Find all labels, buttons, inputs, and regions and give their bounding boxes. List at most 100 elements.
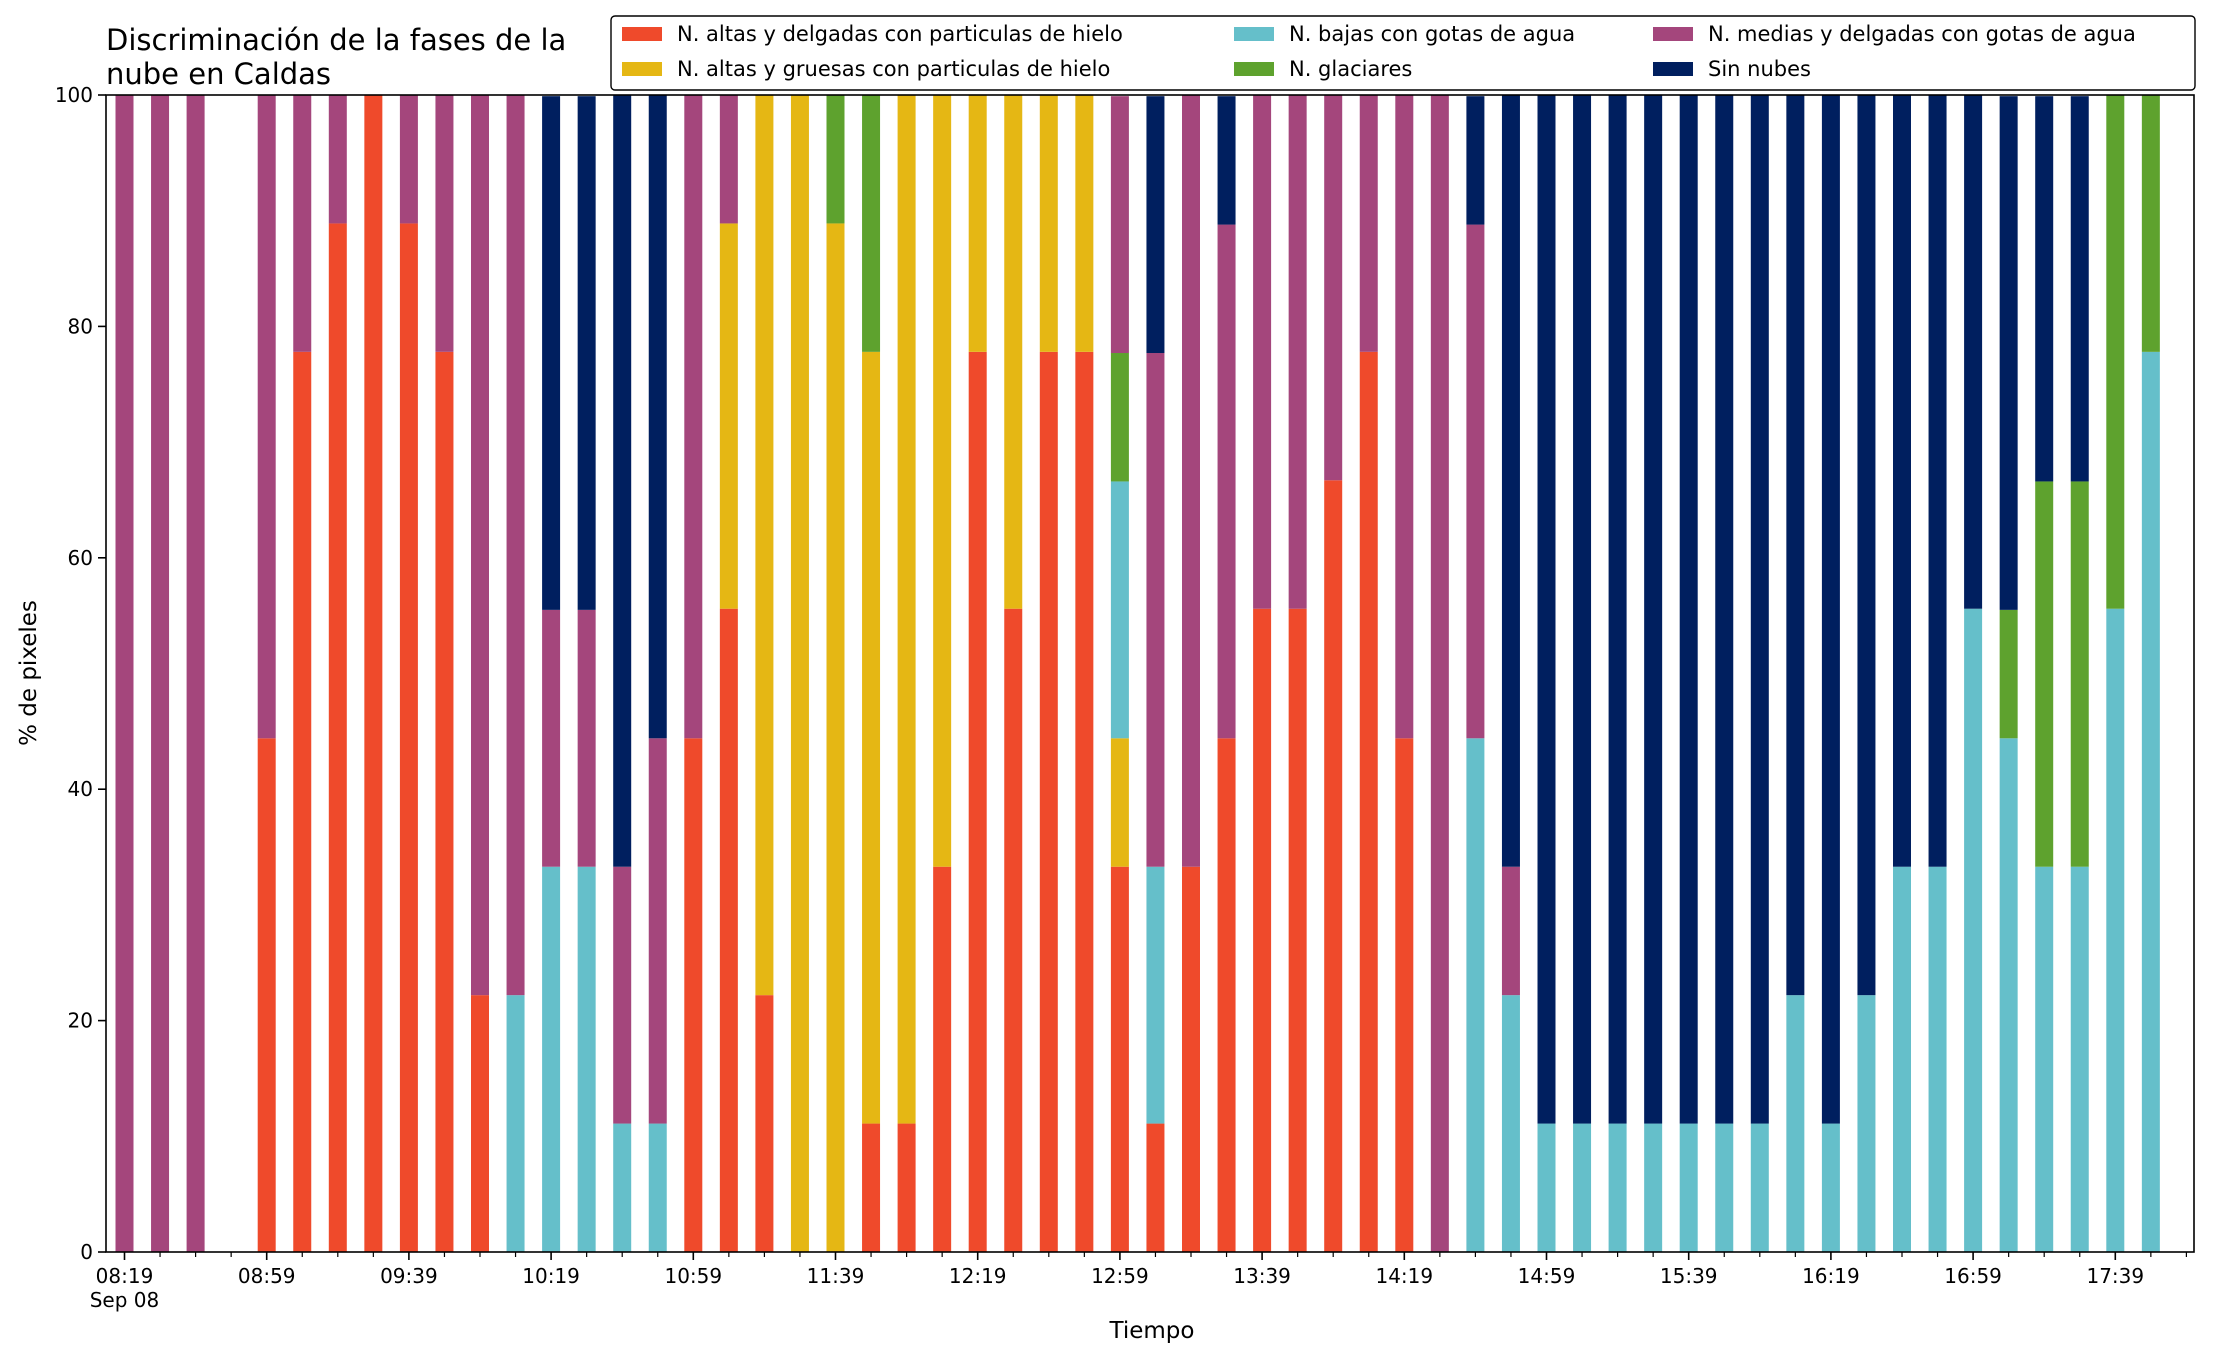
y-axis: 0 20 40 60 80 100 [55, 83, 106, 1264]
bar-segment-0-18 [755, 995, 774, 1252]
bar-segment-1-18 [755, 95, 774, 996]
bar-segment-4-31 [1217, 224, 1236, 739]
bar-segment-3-54 [2035, 481, 2054, 867]
bar-segment-2-57 [2141, 351, 2160, 1253]
bar-segment-4-15 [648, 738, 667, 1124]
bar-segment-2-40 [1537, 1123, 1556, 1252]
bar-segment-1-24 [968, 95, 987, 352]
x-tick-label-5: 11:39 [807, 1264, 865, 1288]
bar-segment-2-11 [506, 995, 525, 1252]
bar-segment-5-53 [1999, 96, 2018, 610]
bar-segment-2-12 [542, 866, 561, 1252]
bar-segment-2-13 [577, 866, 596, 1252]
bar-segment-4-12 [542, 609, 561, 867]
bar-segment-5-42 [1608, 95, 1627, 1124]
bar-segment-0-4 [257, 738, 276, 1252]
bar-segment-2-14 [613, 1123, 632, 1252]
y-tick-label-2: 40 [68, 777, 93, 801]
x-axis-label: Tiempo [1109, 1318, 1195, 1344]
bar-segment-4-1 [151, 95, 170, 1252]
bar-segment-4-13 [577, 609, 596, 867]
bar-segment-4-35 [1359, 95, 1378, 352]
bar-segment-2-28 [1110, 481, 1129, 739]
x-tick-label-0: 08:19 [96, 1264, 154, 1288]
bar-segment-0-33 [1288, 608, 1307, 1252]
x-tick-label-14: 17:39 [2086, 1264, 2144, 1288]
x-tick-label-10: 14:59 [1518, 1264, 1576, 1288]
bar-segment-5-46 [1750, 95, 1769, 1124]
bar-segment-0-9 [435, 351, 454, 1253]
bar-segment-2-54 [2035, 866, 2054, 1252]
bar-segment-3-28 [1110, 353, 1129, 482]
bar-segment-4-37 [1430, 95, 1449, 1252]
bar-segment-4-38 [1466, 224, 1485, 739]
legend-swatch-4 [1653, 27, 1693, 41]
bar-segment-0-28 [1110, 866, 1129, 1252]
bar-segment-4-30 [1182, 95, 1200, 867]
bar-segment-5-44 [1679, 95, 1698, 1124]
bar-segment-5-39 [1501, 95, 1520, 867]
bar-segment-5-14 [613, 95, 632, 867]
bar-segment-2-44 [1679, 1123, 1698, 1252]
bar-segment-4-29 [1146, 353, 1165, 867]
bar-segment-0-34 [1324, 480, 1343, 1252]
x-tick-label-12: 16:19 [1802, 1264, 1860, 1288]
bar-segment-5-51 [1928, 95, 1947, 867]
bar-segment-0-25 [1004, 608, 1023, 1252]
y-tick-label-4: 80 [68, 314, 93, 338]
bar-segment-5-49 [1857, 95, 1876, 996]
bar-segment-1-17 [719, 223, 738, 609]
bar-segment-2-50 [1893, 866, 1911, 1252]
bar-segment-1-19 [790, 95, 809, 1252]
legend-swatch-2 [1234, 27, 1274, 41]
bar-segment-0-32 [1253, 608, 1272, 1252]
bar-segment-2-46 [1750, 1123, 1769, 1252]
bar-segment-4-8 [399, 95, 418, 224]
bar-segment-0-36 [1395, 738, 1414, 1252]
bar-segment-1-27 [1075, 95, 1094, 352]
bar-segment-0-7 [364, 95, 383, 1252]
bar-segment-2-52 [1964, 608, 1983, 1252]
bar-segment-1-26 [1039, 95, 1058, 352]
x-tick-label-13: 16:59 [1944, 1264, 2002, 1288]
bar-segment-5-52 [1964, 95, 1983, 609]
legend-label-2: N. bajas con gotas de agua [1289, 22, 1575, 46]
bar-segment-4-33 [1288, 95, 1307, 609]
bar-segment-4-36 [1395, 95, 1414, 739]
legend-swatch-5 [1653, 62, 1693, 76]
bar-segment-5-55 [2070, 96, 2089, 482]
bar-segment-4-4 [257, 95, 276, 739]
bar-segment-4-5 [293, 95, 312, 352]
bar-segment-5-13 [577, 96, 596, 610]
bar-segment-0-30 [1182, 866, 1200, 1252]
bar-segment-2-41 [1573, 1123, 1592, 1252]
bar-segment-5-38 [1466, 96, 1485, 225]
x-tick-label-7: 12:59 [1091, 1264, 1149, 1288]
bar-segment-2-39 [1501, 995, 1520, 1252]
bar-segment-4-34 [1324, 95, 1343, 481]
legend-swatch-3 [1234, 62, 1274, 76]
bar-segment-5-15 [648, 95, 667, 739]
bar-segment-5-54 [2035, 96, 2054, 482]
bar-segment-4-11 [506, 95, 525, 996]
x-tick-label-8: 13:39 [1233, 1264, 1291, 1288]
bar-segment-0-26 [1039, 351, 1058, 1253]
bar-segment-4-39 [1501, 866, 1520, 996]
legend-label-5: Sin nubes [1708, 57, 1811, 81]
x-tick-label-1: 08:59 [238, 1264, 296, 1288]
bar-segment-5-48 [1821, 95, 1840, 1124]
bar-segment-0-5 [293, 351, 312, 1253]
bar-segment-5-40 [1537, 95, 1556, 1124]
bar-segment-2-49 [1857, 995, 1876, 1252]
bar-segment-0-17 [719, 608, 738, 1252]
bar-segment-0-27 [1075, 351, 1094, 1253]
bar-segment-5-12 [542, 96, 561, 610]
x-tick-sublabel-0: Sep 08 [90, 1288, 160, 1312]
bar-segment-3-57 [2141, 95, 2160, 352]
bar-segment-4-28 [1110, 96, 1129, 354]
y-tick-label-1: 20 [68, 1009, 93, 1033]
bar-segment-5-29 [1146, 96, 1165, 354]
bar-segment-4-2 [186, 95, 205, 1252]
bar-segment-2-51 [1928, 866, 1947, 1252]
bar-segment-1-23 [933, 95, 952, 867]
